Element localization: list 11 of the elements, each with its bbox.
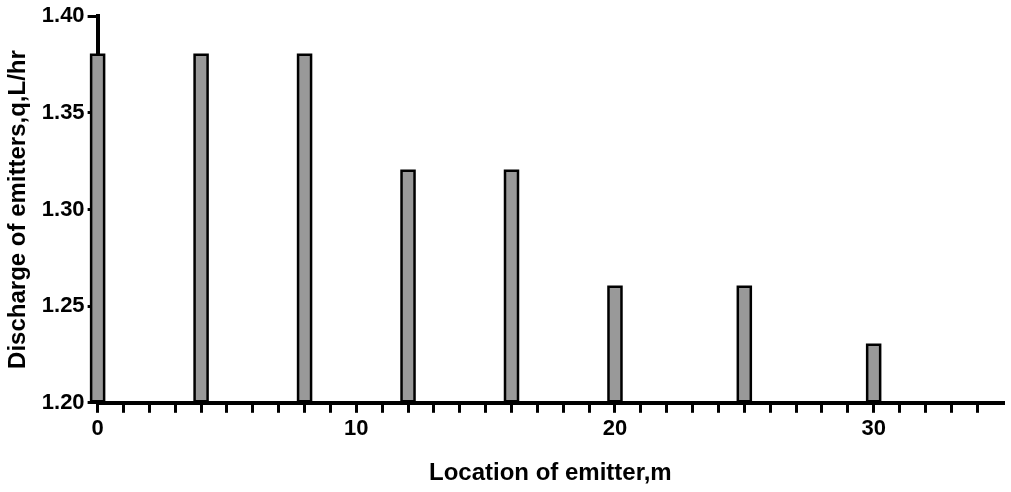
x-tick-label: 10 (344, 415, 369, 441)
y-tick-label: 1.25 (41, 292, 85, 318)
x-tick-label: 20 (602, 415, 628, 441)
y-tick-label: 1.20 (41, 388, 85, 414)
y-axis-title: Discharge of emitters,q,L/hr (3, 50, 31, 369)
y-tick-label: 1.40 (41, 2, 85, 28)
y-tick-label: 1.30 (41, 195, 85, 221)
x-tick-label: 30 (861, 415, 886, 441)
x-axis-title: Location of emitter,m (428, 458, 672, 486)
y-tick-label: 1.35 (41, 98, 85, 124)
x-tick-label: 0 (91, 415, 104, 441)
